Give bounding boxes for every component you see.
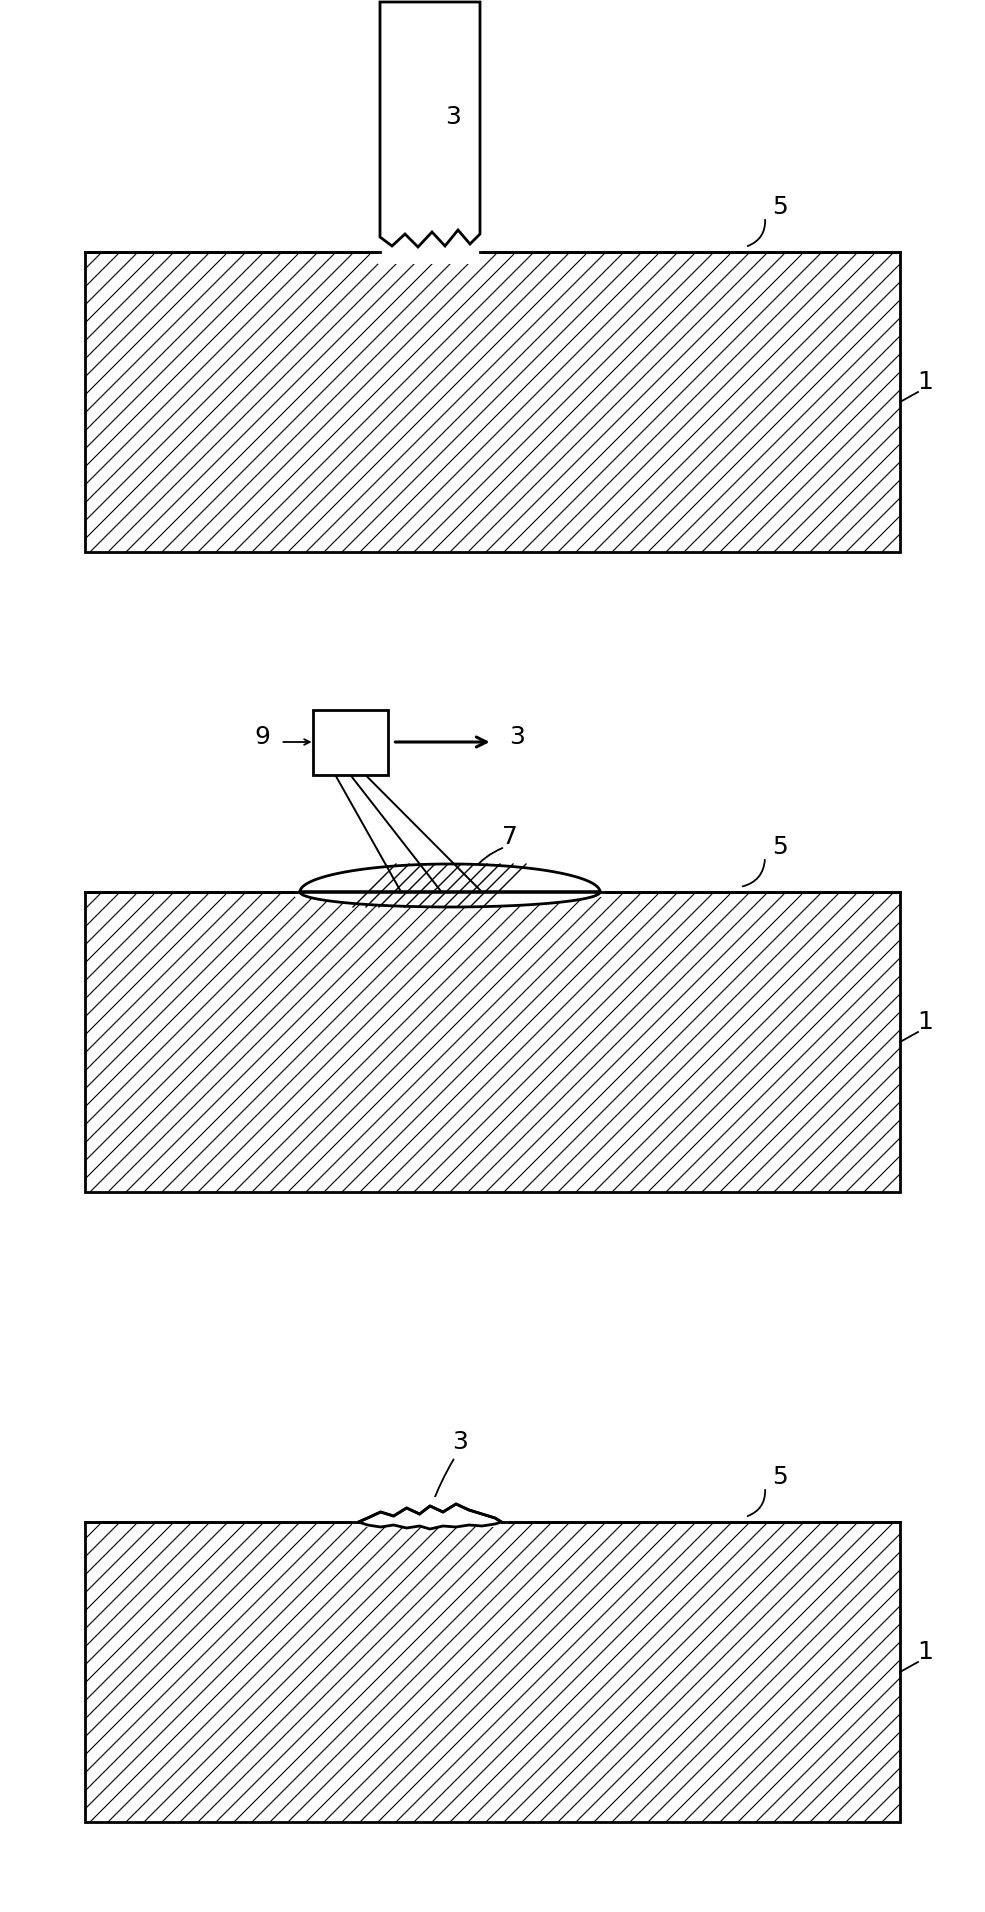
Text: 5: 5 — [772, 195, 788, 220]
Polygon shape — [352, 1497, 508, 1528]
Text: 3: 3 — [509, 725, 525, 750]
Text: 3: 3 — [445, 105, 461, 128]
Text: 7: 7 — [502, 824, 518, 849]
Polygon shape — [380, 2, 480, 247]
Text: 9: 9 — [254, 725, 271, 750]
Text: 1: 1 — [917, 1010, 933, 1034]
Text: 5: 5 — [772, 1465, 788, 1489]
Text: 5: 5 — [772, 836, 788, 858]
Polygon shape — [295, 889, 605, 897]
Polygon shape — [378, 222, 482, 264]
Polygon shape — [300, 864, 600, 906]
Text: 1: 1 — [917, 371, 933, 394]
Text: 3: 3 — [452, 1430, 468, 1453]
Polygon shape — [359, 1505, 501, 1530]
Bar — [312, 709, 387, 774]
Text: 1: 1 — [917, 1640, 933, 1663]
